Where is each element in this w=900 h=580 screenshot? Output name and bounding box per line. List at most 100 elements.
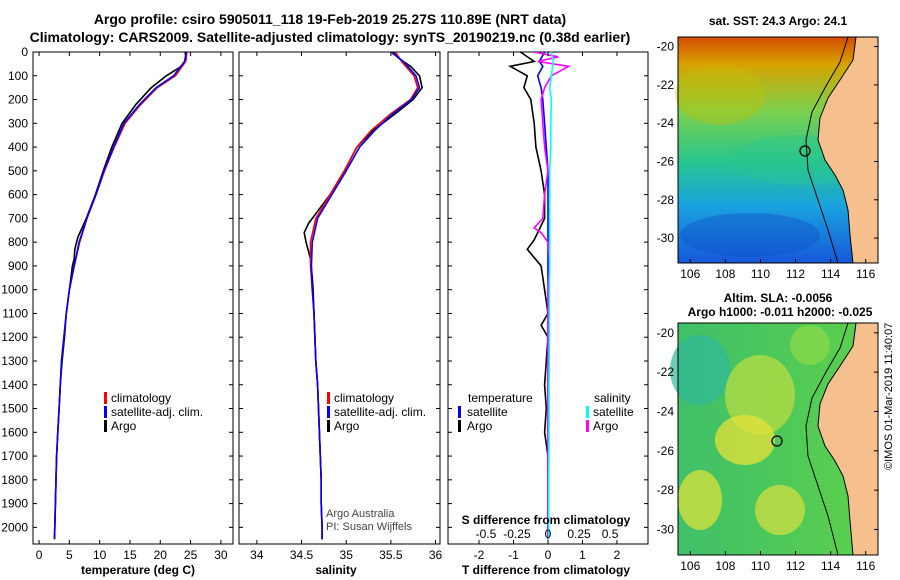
- top-tick-label: 0.25: [567, 527, 591, 541]
- x-tick-label: 10: [93, 548, 107, 562]
- legend-label: Argo: [593, 419, 619, 433]
- difference-lines: [507, 52, 572, 540]
- legend-label: Argo: [467, 419, 493, 433]
- lon-tick-label: 110: [751, 559, 770, 573]
- lat-tick-label: -22: [657, 78, 675, 92]
- x-tick-label: 30: [214, 548, 228, 562]
- sla-map-title-line1: Altim. SLA: -0.0056: [723, 291, 833, 305]
- temperature-legend: climatology satellite-adj. clim. Argo: [104, 391, 203, 433]
- sst-isobath: [805, 36, 849, 264]
- sla-map: [670, 322, 879, 556]
- sla-patch: [755, 485, 805, 535]
- pressure-tick-label: 900: [8, 259, 28, 273]
- figure-title-line2: Climatology: CARS2009. Satellite-adjuste…: [29, 29, 631, 45]
- pressure-tick-label: 1100: [2, 306, 28, 320]
- lat-tick-label: -20: [657, 326, 675, 340]
- pressure-tick-label: 1700: [1, 449, 28, 463]
- legend-swatch-satellite: [327, 406, 330, 418]
- legend-swatch-satellite: [104, 406, 107, 418]
- pressure-tick-label: 1400: [1, 378, 28, 392]
- figure-title-line1: Argo profile: csiro 5905011_118 19-Feb-2…: [93, 11, 567, 27]
- x-tick-label: 35.5: [379, 548, 403, 562]
- x-tick-label: 34.5: [290, 548, 314, 562]
- lon-tick-label: 116: [856, 559, 875, 573]
- lat-tick-label: -30: [657, 231, 675, 245]
- salinity-legend: climatology satellite-adj. clim. Argo: [327, 391, 426, 433]
- salinity-lines: [303, 52, 423, 540]
- pressure-tick-label: 1500: [1, 402, 28, 416]
- x-tick-label: -2: [474, 548, 485, 562]
- pressure-tick-label: 700: [8, 211, 28, 225]
- x-tick-label: 5: [66, 548, 73, 562]
- legend-swatch-s-satellite: [586, 406, 589, 418]
- legend-label: Argo: [111, 419, 137, 433]
- top-tick-label: -0.25: [503, 527, 531, 541]
- legend-header-salinity: salinity: [594, 391, 631, 405]
- lon-tick-label: 110: [751, 267, 770, 281]
- lon-tick-label: 112: [786, 559, 805, 573]
- series-line-t-argo: [507, 52, 549, 540]
- pressure-tick-label: 0: [21, 45, 28, 59]
- series-line-s-argo: [532, 52, 572, 540]
- pressure-tick-label: 1000: [1, 283, 28, 297]
- sst-map-frame: [677, 36, 879, 264]
- lon-tick-label: 116: [856, 267, 875, 281]
- pressure-tick-label: 800: [8, 235, 28, 249]
- x-tick-label: -1: [508, 548, 519, 562]
- legend-label: satellite-adj. clim.: [111, 405, 203, 419]
- legend-label: climatology: [334, 391, 394, 405]
- lat-tick-label: -20: [657, 40, 675, 54]
- sst-land: [817, 36, 879, 264]
- legend-swatch-t-satellite: [458, 406, 461, 418]
- sla-patch: [670, 335, 730, 405]
- sla-isobath: [805, 322, 849, 556]
- sla-patch: [790, 325, 830, 365]
- legend-swatch-argo: [327, 420, 330, 432]
- sla-land: [817, 322, 879, 556]
- pressure-tick-label: 200: [8, 93, 28, 107]
- lat-tick-label: -28: [657, 483, 675, 497]
- lat-tick-label: -22: [657, 365, 675, 379]
- series-line-argo: [53, 52, 188, 540]
- x-tick-label: 0: [545, 548, 552, 562]
- x-axes: 0 5 10 15 20 25 30 34 34.5 35 35.5 36 -2 -1 0 1 2 -0.5 -0.…: [36, 52, 621, 562]
- lat-tick-label: -24: [657, 116, 675, 130]
- lat-tick-label: -30: [657, 522, 675, 536]
- pressure-tick-label: 1900: [1, 497, 28, 511]
- legend-swatch-climatology: [327, 392, 330, 404]
- top-tick-label: 0.5: [602, 527, 619, 541]
- salinity-xlabel: salinity: [315, 563, 357, 577]
- difference-legend: temperature salinity satellite Argo sate…: [458, 391, 634, 433]
- pressure-tick-label: 400: [8, 140, 28, 154]
- temperature-xlabel: temperature (deg C): [81, 563, 195, 577]
- legend-label: climatology: [111, 391, 171, 405]
- x-tick-label: 1: [579, 548, 586, 562]
- sst-patch: [675, 65, 765, 125]
- legend-label: satellite: [467, 405, 508, 419]
- legend-header-temperature: temperature: [468, 391, 533, 405]
- pressure-tick-label: 300: [8, 116, 28, 130]
- pressure-axis: 0 100 200 300 400 500 600 700 800 900 1000 1100 1200…: [1, 45, 648, 534]
- pressure-tick-label: 500: [8, 164, 28, 178]
- temperature-lines: [53, 52, 188, 540]
- top-tick-label: -0.5: [476, 527, 497, 541]
- legend-swatch-climatology: [104, 392, 107, 404]
- credit-line2: PI: Susan Wijffels: [326, 521, 412, 533]
- top-tick-label: 0: [545, 527, 552, 541]
- sla-map-title-line2: Argo h1000: -0.011 h2000: -0.025: [687, 305, 873, 319]
- x-tick-label: 2: [614, 548, 621, 562]
- pressure-tick-label: 1300: [1, 354, 28, 368]
- lat-tick-label: -24: [657, 404, 675, 418]
- legend-swatch-t-argo: [458, 420, 461, 432]
- sst-patch: [680, 213, 820, 257]
- pressure-tick-label: 100: [8, 69, 28, 83]
- salinity-panel-frame: [238, 51, 441, 545]
- sla-patch: [715, 415, 775, 465]
- series-line-satellite-adj-clim-: [310, 52, 421, 540]
- legend-swatch-s-argo: [586, 420, 589, 432]
- sst-float-marker: [799, 145, 811, 157]
- lon-tick-label: 108: [715, 267, 735, 281]
- sla-patch: [725, 355, 795, 435]
